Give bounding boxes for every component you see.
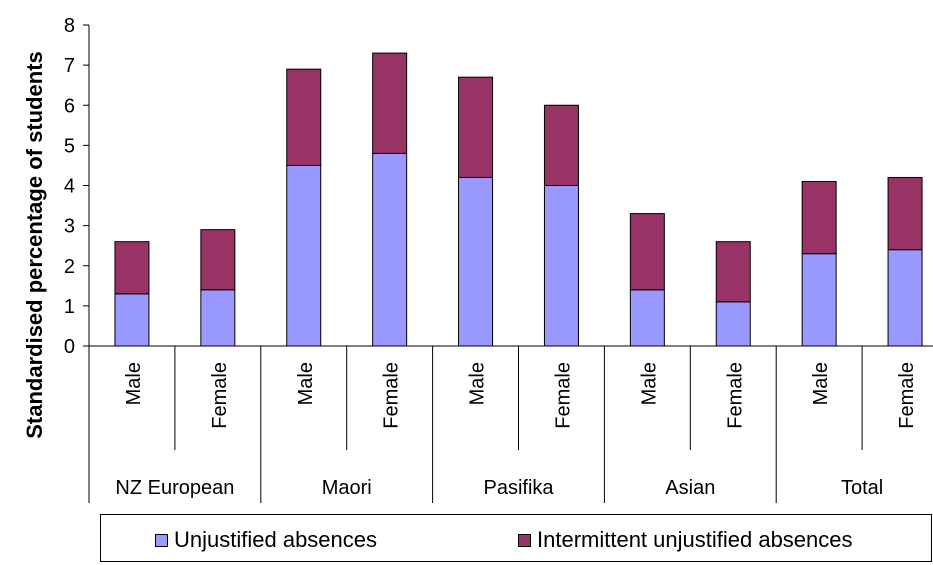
y-tick-label: 2 xyxy=(64,256,75,278)
x-category-label: Female xyxy=(896,362,918,429)
x-group-label: NZ European xyxy=(115,477,234,499)
bar-segment-unjustified xyxy=(629,289,665,347)
bar-segment-unjustified xyxy=(286,164,322,347)
x-category-label: Female xyxy=(209,362,231,429)
x-group-label: Total xyxy=(841,477,883,499)
bar-segment-intermittent xyxy=(715,241,751,303)
bar-segment-intermittent xyxy=(458,76,494,178)
bar-segment-unjustified xyxy=(715,301,751,347)
stacked-bar-chart: Standardised percentage of students 0 1 2 3… xyxy=(22,15,933,503)
y-tick-label: 8 xyxy=(64,15,75,37)
bar-segment-intermittent xyxy=(887,176,923,251)
bar-segment-unjustified xyxy=(114,293,150,347)
bar-segment-unjustified xyxy=(801,253,837,347)
bars-layer xyxy=(114,52,923,347)
bar-segment-intermittent xyxy=(114,241,150,295)
legend-label-intermittent: Intermittent unjustified absences xyxy=(537,527,853,552)
x-category-label: Female xyxy=(552,362,574,429)
bar-segment-intermittent xyxy=(543,104,579,186)
legend-label-unjustified: Unjustified absences xyxy=(174,527,378,552)
bar-segment-intermittent xyxy=(629,213,665,291)
x-category-label: Male xyxy=(467,362,489,405)
bar-segment-unjustified xyxy=(458,176,494,347)
x-group-label: Pasifika xyxy=(483,477,554,499)
x-category-label: Male xyxy=(638,362,660,405)
y-axis-label: Standardised percentage of students xyxy=(22,51,47,439)
x-category-label: Female xyxy=(381,362,403,429)
bar-segment-intermittent xyxy=(286,68,322,166)
legend: Unjustified absences Intermittent unjust… xyxy=(100,514,932,562)
y-tick-label: 4 xyxy=(64,176,75,198)
legend-swatch-unjustified xyxy=(155,533,168,547)
bar-segment-unjustified xyxy=(887,249,923,347)
x-category-label: Male xyxy=(810,362,832,405)
x-group-label: Maori xyxy=(322,477,372,499)
y-tick-label: 5 xyxy=(64,135,75,157)
x-category-label: Female xyxy=(724,362,746,429)
y-tick-label: 3 xyxy=(64,216,75,238)
bar-segment-unjustified xyxy=(200,289,236,347)
legend-item-intermittent: Intermittent unjustified absences xyxy=(518,527,853,553)
x-group-label: Asian xyxy=(665,477,715,499)
y-tick-label: 1 xyxy=(64,296,75,318)
bar-segment-intermittent xyxy=(372,52,408,154)
y-tick-label: 7 xyxy=(64,55,75,77)
bar-segment-unjustified xyxy=(372,152,408,347)
bar-segment-unjustified xyxy=(543,185,579,347)
x-category-label: Male xyxy=(295,362,317,405)
x-category-label: Male xyxy=(123,362,145,405)
bar-segment-intermittent xyxy=(200,229,236,291)
y-tick-label: 6 xyxy=(64,95,75,117)
bar-segment-intermittent xyxy=(801,180,837,255)
legend-item-unjustified: Unjustified absences xyxy=(155,527,377,553)
axes-layer: 0 1 2 3 4 5 6 7 8 Male Female Male Female Male Female M… xyxy=(64,15,933,503)
legend-swatch-intermittent xyxy=(518,533,531,547)
y-tick-label: 0 xyxy=(64,336,75,358)
